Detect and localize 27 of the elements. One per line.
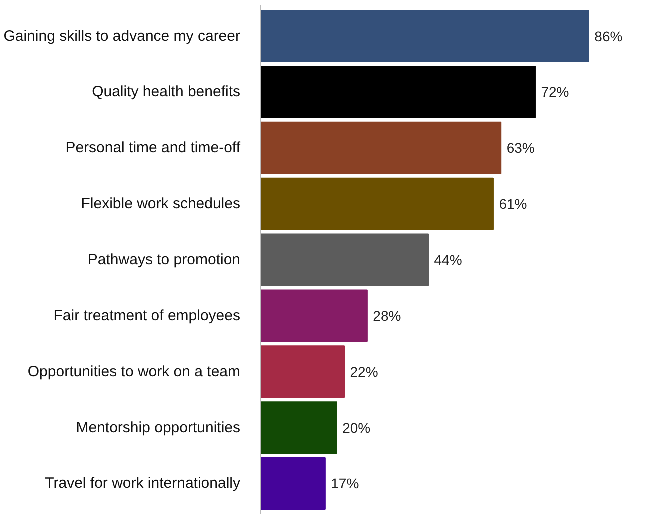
bar xyxy=(260,122,502,174)
y-tick-label: Opportunities to work on a team xyxy=(28,363,240,380)
bar xyxy=(260,178,494,230)
bar xyxy=(260,290,368,342)
y-tick-label: Fair treatment of employees xyxy=(54,307,241,324)
bar xyxy=(260,346,346,398)
y-tick-label: Flexible work schedules xyxy=(81,196,241,213)
bar xyxy=(260,234,430,286)
y-tick-label: Mentorship opportunities xyxy=(76,419,241,436)
data-label: 20% xyxy=(342,420,371,436)
data-label: 22% xyxy=(350,364,378,380)
y-tick-label: Quality health benefits xyxy=(92,84,241,101)
data-label: 61% xyxy=(499,196,528,212)
bar xyxy=(260,458,326,510)
data-label: 17% xyxy=(331,476,360,492)
bar xyxy=(260,402,338,454)
y-tick-label: Pathways to promotion xyxy=(88,252,240,268)
data-label: 86% xyxy=(594,28,623,44)
data-label: 28% xyxy=(373,308,402,324)
y-tick-label: Travel for work internationally xyxy=(45,475,241,492)
bar xyxy=(260,66,536,118)
data-label: 44% xyxy=(434,252,462,268)
bar xyxy=(260,10,590,62)
y-tick-label: Personal time and time-off xyxy=(66,140,242,157)
data-label: 72% xyxy=(541,84,570,100)
data-label: 63% xyxy=(506,140,535,156)
y-tick-label: Gaining skills to advance my career xyxy=(4,28,241,45)
